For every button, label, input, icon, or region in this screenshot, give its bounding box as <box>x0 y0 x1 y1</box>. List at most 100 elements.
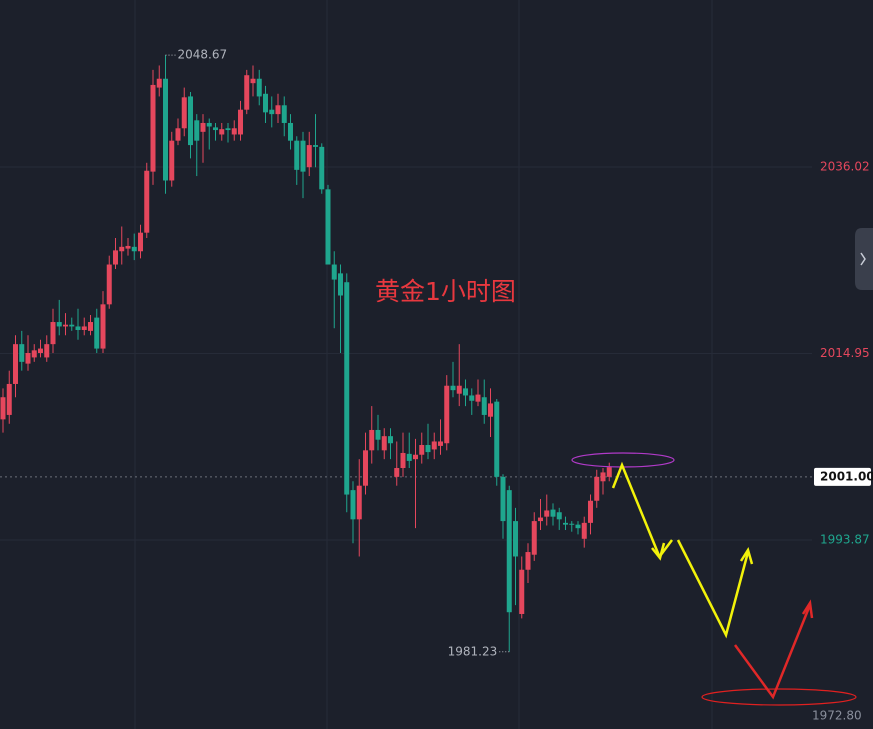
candle-body <box>81 326 87 330</box>
current-price-label: 2001.00 <box>820 469 873 483</box>
candle-body <box>400 452 406 469</box>
chevron <box>860 252 866 266</box>
candle-body <box>25 352 31 364</box>
candle-body <box>281 105 287 123</box>
candle-body <box>150 84 156 172</box>
candle-body <box>113 250 118 265</box>
candle-body <box>106 264 112 305</box>
side-tab[interactable] <box>855 228 873 290</box>
high-label: 2048.67 <box>178 48 228 62</box>
candle-body <box>519 569 525 614</box>
candle-body <box>144 170 150 233</box>
candle-body <box>544 510 550 517</box>
candle-body <box>319 146 325 190</box>
candle-body <box>100 304 106 349</box>
candle-body <box>88 322 93 331</box>
plot: 2036.02 2014.95 1993.87 2001.00 2048.67 1981.… <box>0 48 873 658</box>
candle-body <box>506 490 512 613</box>
candle-body <box>63 324 68 327</box>
candle-body <box>125 245 131 249</box>
candle-body <box>325 189 331 265</box>
candle-body <box>344 282 350 495</box>
candle-body <box>413 454 418 460</box>
candle-body <box>200 122 206 132</box>
candle-body <box>250 78 256 84</box>
candle-body <box>56 322 62 327</box>
candle-body <box>419 445 425 455</box>
candle-body <box>431 441 437 450</box>
side-tab[interactable] <box>855 228 873 290</box>
arrow <box>611 461 662 559</box>
arrow <box>733 604 812 700</box>
candle-body <box>438 441 443 446</box>
candle-body <box>231 128 237 135</box>
candle-body <box>531 521 537 555</box>
candle-body <box>594 476 600 501</box>
candle-body <box>244 75 250 110</box>
candle-body <box>269 109 275 115</box>
candle-body <box>356 485 362 520</box>
candle-body <box>50 322 56 345</box>
candle-body <box>363 450 368 486</box>
candle-body <box>481 397 487 415</box>
candle-body <box>575 524 581 529</box>
candle-body <box>463 388 468 396</box>
low-label: 1981.23 <box>448 644 498 658</box>
candle-body <box>406 453 412 461</box>
arrow <box>659 539 673 557</box>
candle-body <box>44 344 50 358</box>
candle-body <box>75 326 81 330</box>
candle-body <box>263 93 268 113</box>
candle-body <box>381 436 387 451</box>
candle-body <box>181 97 187 129</box>
arrow-head <box>739 546 754 565</box>
candle-body <box>538 517 543 522</box>
candle-body <box>513 521 518 557</box>
candle-body <box>388 436 393 444</box>
bottom-label: 1972.80 <box>812 709 862 723</box>
ellipse <box>701 688 857 706</box>
candle-body <box>525 552 531 570</box>
candle-body <box>588 500 593 523</box>
y-tick-label: 1993.87 <box>820 532 870 546</box>
candle-body <box>19 344 25 362</box>
candle-body <box>156 78 162 88</box>
candle-body <box>306 145 312 168</box>
candle-body <box>369 429 375 451</box>
arrow-head <box>651 542 666 561</box>
candle-body <box>0 397 6 420</box>
candle-body <box>175 128 181 141</box>
candle-body <box>219 129 225 135</box>
candle-body <box>338 273 343 296</box>
candle-body <box>500 476 506 522</box>
candle-body <box>450 385 456 391</box>
candle-body <box>31 350 37 358</box>
candle-body <box>288 122 293 141</box>
candle-body <box>256 78 262 97</box>
y-tick-label: 2036.02 <box>820 160 870 174</box>
candle-body <box>119 246 125 252</box>
candle-body <box>275 105 281 115</box>
candle-body <box>331 264 337 280</box>
candle-body <box>581 522 587 539</box>
candle-body <box>556 512 562 520</box>
candle-body <box>138 232 143 252</box>
candle-body <box>569 523 575 525</box>
candle-body <box>494 401 500 477</box>
drawings <box>571 452 857 706</box>
vertical-grid <box>134 0 713 729</box>
candle-body <box>131 246 137 252</box>
chart-title: 黄金1小时图 <box>375 277 516 306</box>
candle-body <box>550 509 556 517</box>
candle-body <box>188 96 193 146</box>
candle-body <box>94 317 100 349</box>
candle-body <box>600 472 606 482</box>
y-tick-label: 2014.95 <box>820 346 870 360</box>
candle-body <box>206 122 212 127</box>
candle-body <box>38 348 43 353</box>
candle-body <box>444 385 450 444</box>
candle-body <box>225 128 231 131</box>
candle-body <box>163 78 168 181</box>
candle-body <box>169 140 175 181</box>
